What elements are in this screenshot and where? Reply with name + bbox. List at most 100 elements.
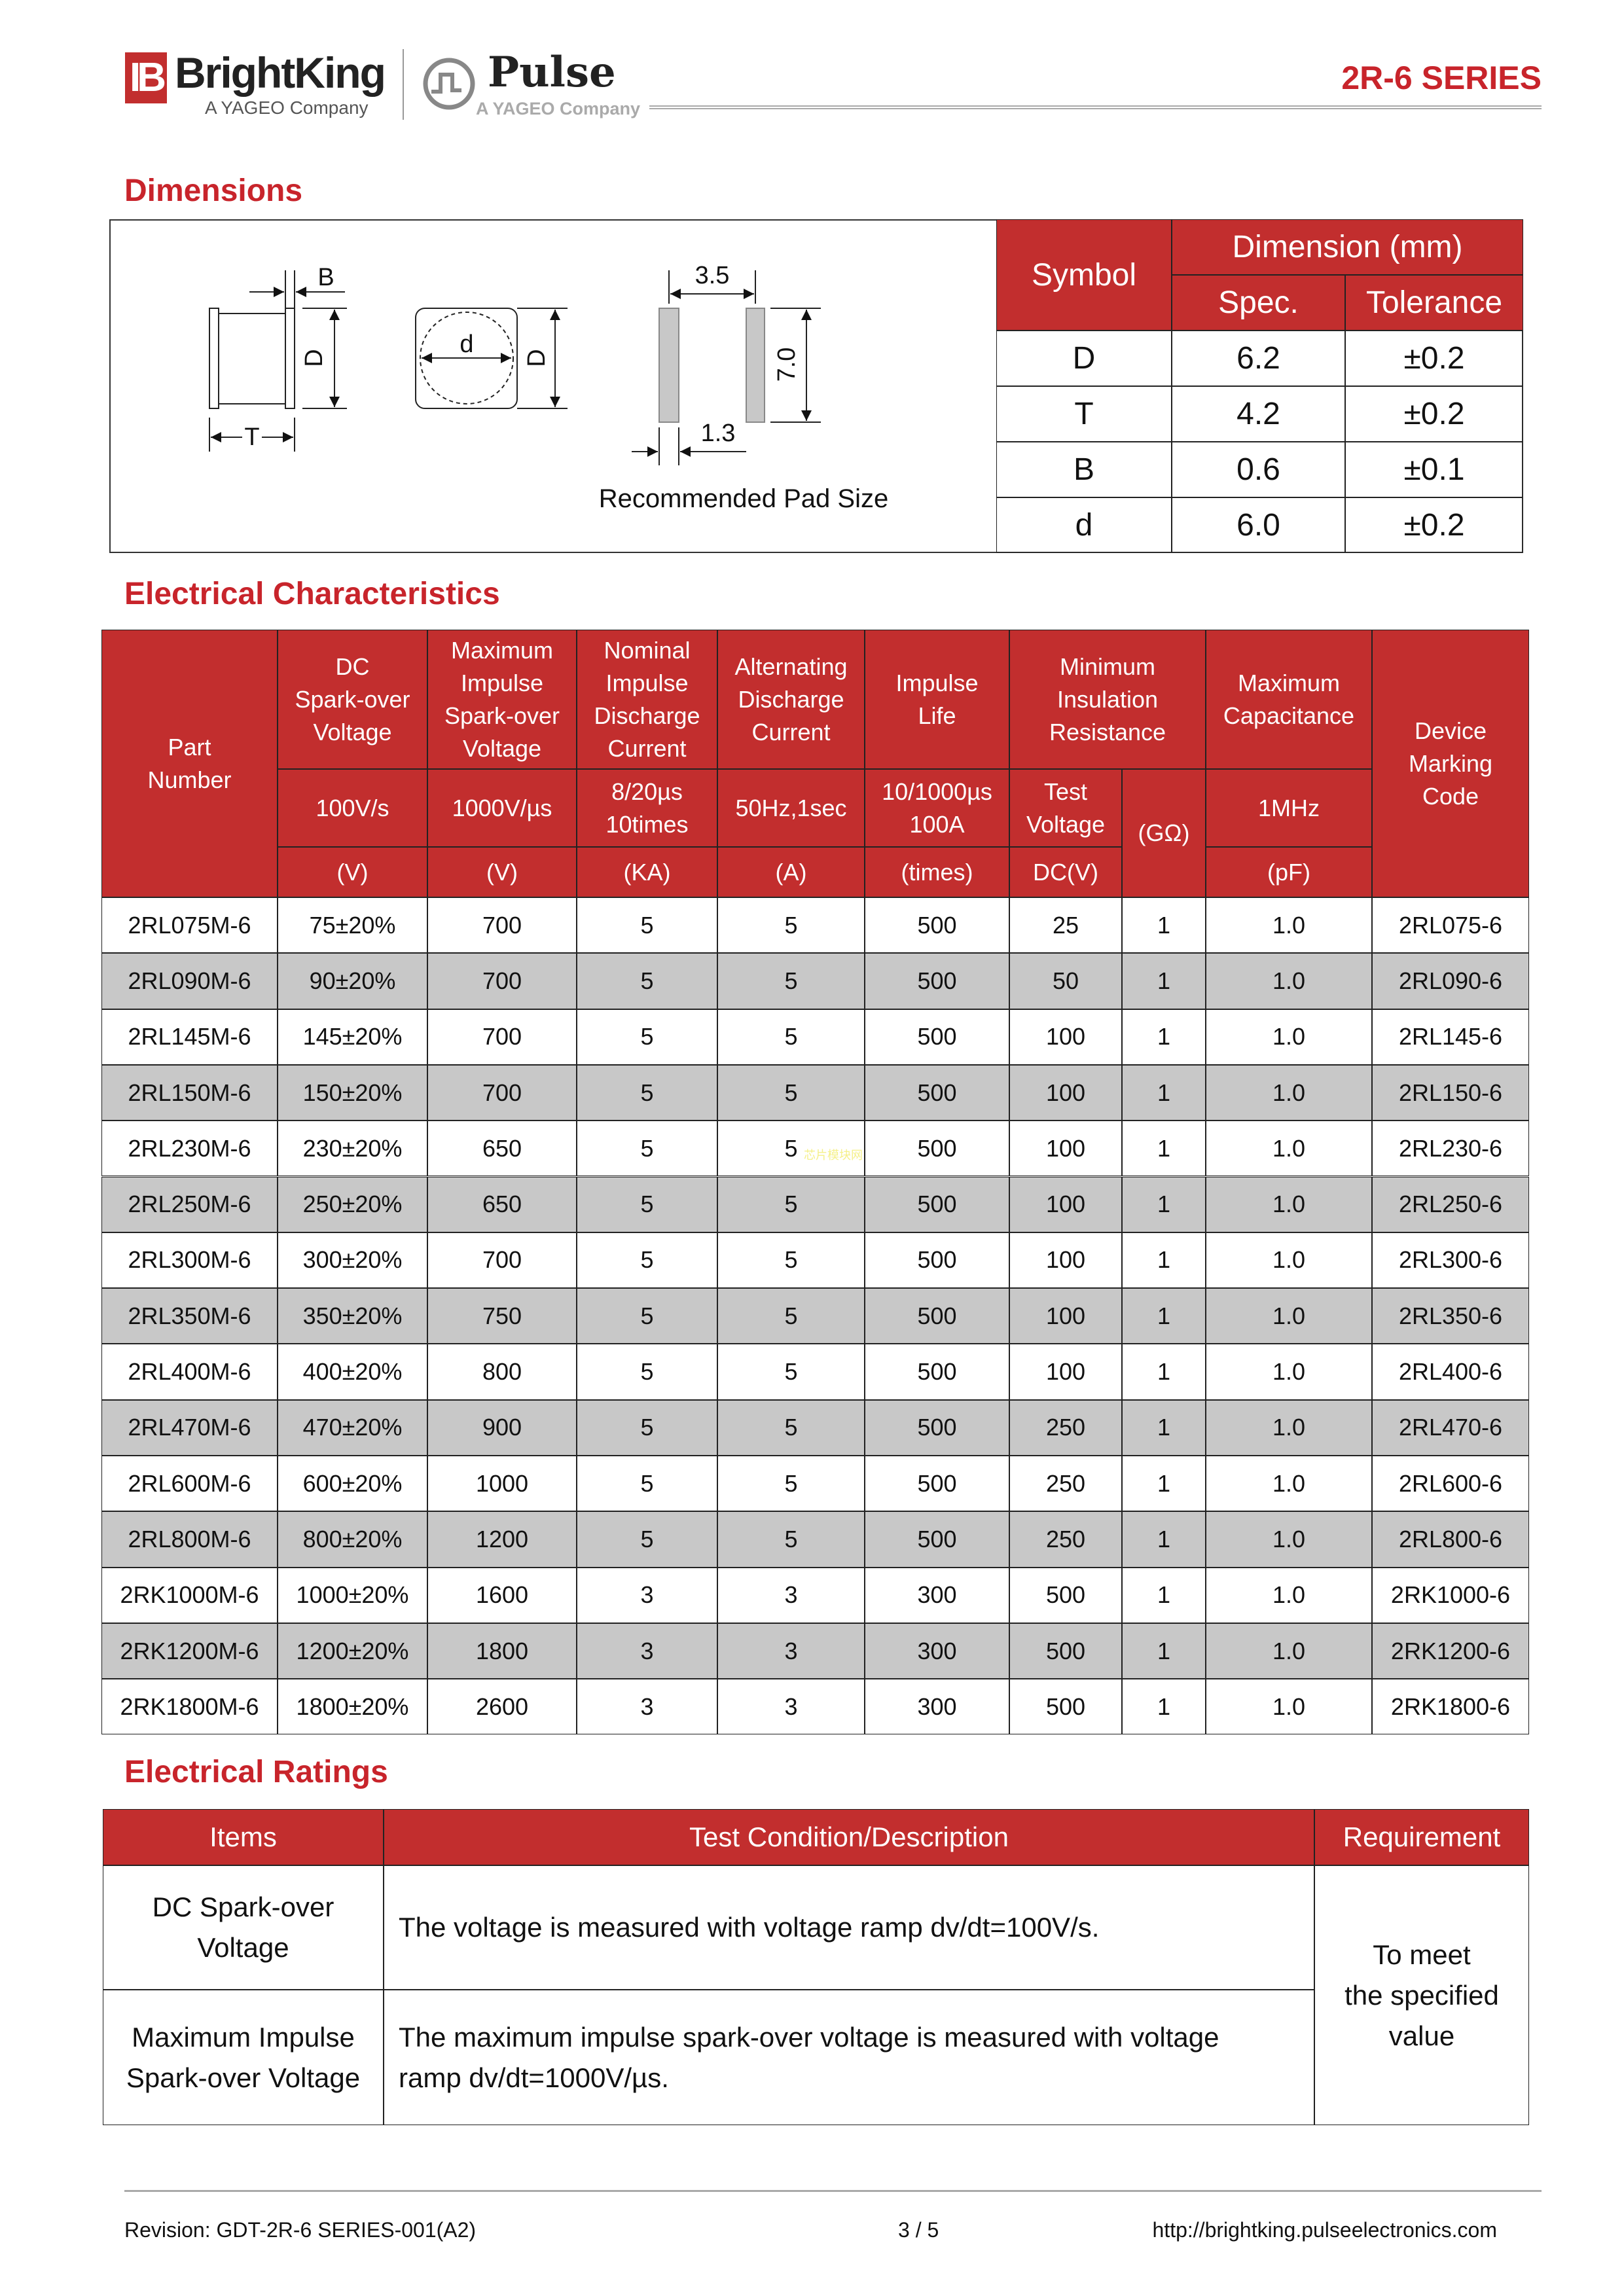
pulse-mark-icon	[423, 58, 475, 110]
cell-ac-current: 5	[717, 1064, 865, 1121]
cell-impulse-life: 500	[865, 1288, 1009, 1344]
footer-page: 3 / 5	[898, 2218, 939, 2242]
pulse-logo: Pulse A YAGEO Company	[420, 51, 642, 119]
dim-cell-tolerance: ±0.1	[1345, 442, 1523, 497]
cell-capacitance: 1.0	[1206, 1567, 1372, 1623]
label-D-side: D	[300, 349, 328, 367]
logo-divider	[403, 49, 404, 120]
cell-part-number: 2RL075M-6	[101, 897, 278, 954]
cell-capacitance: 1.0	[1206, 1009, 1372, 1065]
cell-ac-current: 5	[717, 1344, 865, 1400]
series-title: 2R-6 SERIES	[1341, 60, 1542, 96]
cell-capacitance: 1.0	[1206, 1064, 1372, 1121]
header-rule	[649, 105, 1542, 109]
cell-capacitance: 1.0	[1206, 1288, 1372, 1344]
pulse-subtitle: A YAGEO Company	[476, 99, 641, 118]
cell-insulation-resistance: 1	[1122, 1009, 1206, 1065]
cell-ac-current: 5	[717, 1288, 865, 1344]
cell-capacitance: 1.0	[1206, 1623, 1372, 1679]
cell-insulation-resistance: 1	[1122, 1288, 1206, 1344]
label-pad-width: 1.3	[701, 420, 736, 447]
brightking-logo: IB BrightKing A YAGEO Company	[125, 51, 387, 119]
cell-nominal-current: 5	[577, 1288, 717, 1344]
top-view	[415, 308, 568, 409]
cell-insulation-resistance: 1	[1122, 1511, 1206, 1568]
cell-capacitance: 1.0	[1206, 1511, 1372, 1568]
cell-part-number: 2RK1000M-6	[101, 1567, 278, 1623]
cell-test-voltage: 100	[1009, 1344, 1122, 1400]
dim-cell-spec: 6.0	[1172, 497, 1345, 553]
cell-test-voltage: 100	[1009, 1009, 1122, 1065]
cell-marking-code: 2RL300-6	[1372, 1232, 1529, 1289]
cell-dc-voltage: 75±20%	[278, 897, 427, 954]
brightking-mark-icon: IB	[125, 52, 167, 103]
label-T: T	[244, 423, 259, 451]
cell-dc-voltage: 1800±20%	[278, 1679, 427, 1735]
cell-part-number: 2RK1800M-6	[101, 1679, 278, 1735]
cell-ac-current: 5	[717, 897, 865, 954]
footer-url[interactable]: http://brightking.pulseelectronics.com	[1152, 2218, 1497, 2242]
cell-impulse-life: 500	[865, 1399, 1009, 1456]
label-B: B	[317, 264, 334, 291]
rating-item-dc: DC Spark-over Voltage	[103, 1865, 384, 1990]
cell-dc-voltage: 1000±20%	[278, 1567, 427, 1623]
eh-dc-unit: (V)	[278, 847, 427, 897]
cell-test-voltage: 100	[1009, 1121, 1122, 1177]
dim-cell-spec: 6.2	[1172, 331, 1345, 386]
cell-nominal-current: 5	[577, 897, 717, 954]
cell-dc-voltage: 150±20%	[278, 1064, 427, 1121]
cell-impulse-voltage: 650	[427, 1121, 577, 1177]
cell-insulation-resistance: 1	[1122, 897, 1206, 954]
cell-impulse-life: 300	[865, 1623, 1009, 1679]
cell-capacitance: 1.0	[1206, 953, 1372, 1009]
cell-insulation-resistance: 1	[1122, 1567, 1206, 1623]
cell-impulse-voltage: 700	[427, 953, 577, 1009]
rating-requirement: To meet the specified value	[1314, 1865, 1529, 2125]
cell-nominal-current: 5	[577, 1121, 717, 1177]
cell-impulse-voltage: 800	[427, 1344, 577, 1400]
cell-dc-voltage: 250±20%	[278, 1176, 427, 1232]
cell-nominal-current: 5	[577, 1344, 717, 1400]
eh-ac-unit: (A)	[717, 847, 865, 897]
cell-impulse-life: 500	[865, 1344, 1009, 1400]
cell-marking-code: 2RL800-6	[1372, 1511, 1529, 1568]
rh-req: Requirement	[1314, 1809, 1529, 1865]
cell-impulse-voltage: 1800	[427, 1623, 577, 1679]
eh-part: Part Number	[101, 630, 278, 897]
cell-nominal-current: 5	[577, 1232, 717, 1289]
cell-impulse-life: 500	[865, 1009, 1009, 1065]
cell-insulation-resistance: 1	[1122, 1232, 1206, 1289]
dim-header-symbol: Symbol	[996, 219, 1172, 331]
eh-cap-unit: (pF)	[1206, 847, 1372, 897]
cell-marking-code: 2RL470-6	[1372, 1399, 1529, 1456]
cell-dc-voltage: 90±20%	[278, 953, 427, 1009]
rating-desc-dc: The voltage is measured with voltage ram…	[384, 1865, 1314, 1990]
pulse-wordmark: Pulse	[488, 48, 616, 97]
cell-capacitance: 1.0	[1206, 1456, 1372, 1512]
cell-part-number: 2RL800M-6	[101, 1511, 278, 1568]
label-pad-length: 7.0	[773, 348, 801, 382]
cell-marking-code: 2RL075-6	[1372, 897, 1529, 954]
cell-insulation-resistance: 1	[1122, 1679, 1206, 1735]
cell-impulse-voltage: 700	[427, 1064, 577, 1121]
dim-cell-spec: 4.2	[1172, 386, 1345, 442]
cell-test-voltage: 500	[1009, 1567, 1122, 1623]
cell-dc-voltage: 800±20%	[278, 1511, 427, 1568]
eh-life: Impulse Life	[865, 630, 1009, 769]
cell-impulse-voltage: 1600	[427, 1567, 577, 1623]
cell-part-number: 2RL090M-6	[101, 953, 278, 1009]
eh-ins-unit: (GΩ)	[1122, 769, 1206, 897]
eh-mark: Device Marking Code	[1372, 630, 1529, 897]
cell-impulse-voltage: 650	[427, 1176, 577, 1232]
eh-nom-unit: (KA)	[577, 847, 717, 897]
cell-ac-current: 3	[717, 1623, 865, 1679]
eh-nom: Nominal Impulse Discharge Current	[577, 630, 717, 769]
rating-item-impulse: Maximum Impulse Spark-over Voltage	[103, 1990, 384, 2125]
cell-marking-code: 2RL250-6	[1372, 1176, 1529, 1232]
cell-capacitance: 1.0	[1206, 1344, 1372, 1400]
cell-nominal-current: 3	[577, 1679, 717, 1735]
footer-rule	[124, 2190, 1542, 2192]
cell-impulse-life: 500	[865, 1511, 1009, 1568]
cell-test-voltage: 100	[1009, 1288, 1122, 1344]
